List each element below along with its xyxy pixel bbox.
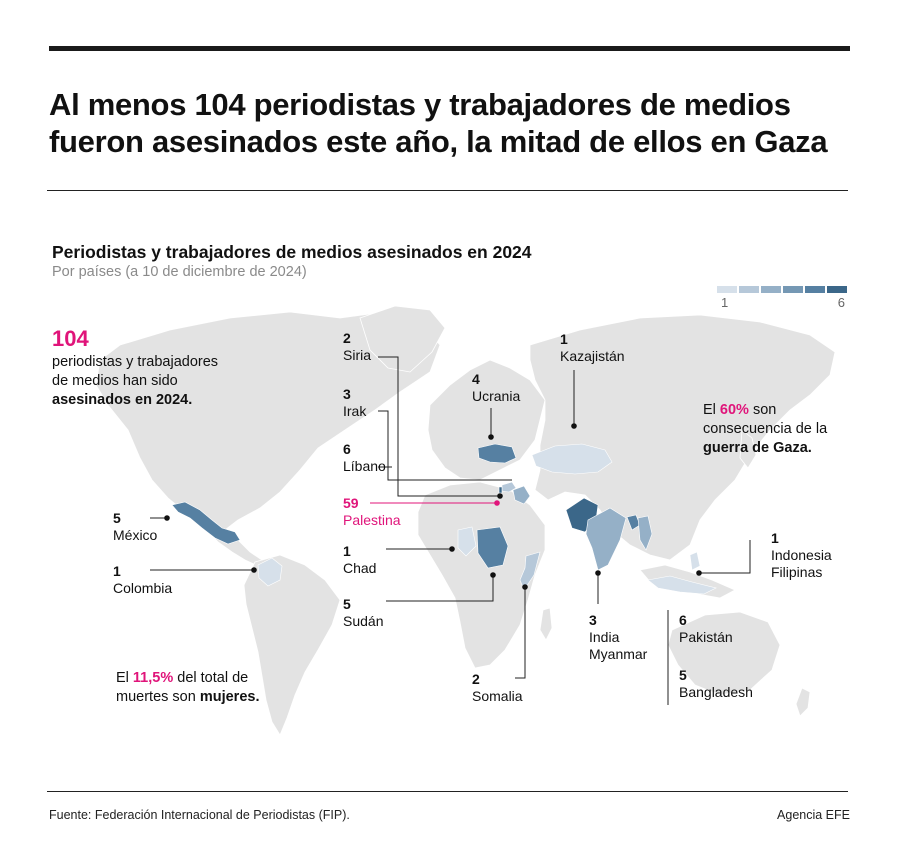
footer-divider <box>47 791 848 792</box>
legend-swatch-3 <box>761 286 781 293</box>
label-ucrania: 4 Ucrania <box>472 371 521 404</box>
gaza-note-line-1: El 60% son <box>703 402 777 418</box>
country-colombia <box>257 557 283 587</box>
headline-divider <box>47 190 848 191</box>
label-bangladesh: 5 Bangladesh <box>679 667 753 700</box>
label-chad: 1 Chad <box>343 543 377 576</box>
legend-swatch-1 <box>717 286 737 293</box>
legend-swatches <box>717 286 847 293</box>
country-ukraine <box>477 443 517 464</box>
top-rule <box>49 46 850 51</box>
total-note-line-2: de medios han sido <box>52 373 178 389</box>
dot-palestina <box>494 500 500 506</box>
headline: Al menos 104 periodistas y trabajadores … <box>49 86 850 160</box>
legend-swatch-5 <box>805 286 825 293</box>
land-greenland <box>359 305 446 373</box>
gaza-note-line-2: consecuencia de la <box>703 421 828 437</box>
agency-credit: Agencia EFE <box>777 808 850 822</box>
dot-sudan <box>490 572 496 578</box>
label-pakistan: 6 Pakistán <box>679 612 733 645</box>
label-indonesia-filipinas: 1 Indonesia Filipinas <box>771 530 832 580</box>
label-palestina: 59 Palestina <box>343 495 401 528</box>
women-note: El 11,5% del total de muertes son mujere… <box>116 669 259 707</box>
land-australia <box>667 611 781 696</box>
gaza-note-line-3: guerra de Gaza. <box>703 440 812 456</box>
legend-swatch-6 <box>827 286 847 293</box>
women-note-line-2: muertes son mujeres. <box>116 689 260 705</box>
country-india <box>585 507 627 571</box>
label-siria: 2 Siria <box>343 330 372 363</box>
label-colombia: 1 Colombia <box>113 563 173 596</box>
legend-max: 6 <box>837 295 845 310</box>
country-sudan <box>476 526 509 569</box>
headline-line-2: fueron asesinados este año, la mitad de … <box>49 124 828 159</box>
label-somalia: 2 Somalia <box>472 671 523 704</box>
country-iraq <box>512 485 531 505</box>
leader-sudan <box>386 576 494 602</box>
land-japan <box>739 429 757 469</box>
dot-ukraine <box>488 434 494 440</box>
label-india-myanmar: 3 India Myanmar <box>589 612 648 662</box>
dot-kazakhstan <box>571 423 577 429</box>
dot-syria <box>497 493 503 499</box>
leader-somalia <box>515 588 526 679</box>
land-europe <box>427 359 546 481</box>
chart-title: Periodistas y trabajadores de medios ase… <box>52 242 532 262</box>
country-lebanon <box>498 486 503 494</box>
country-myanmar <box>637 515 653 551</box>
leader-siria <box>378 356 498 497</box>
dot-indonesia <box>696 570 702 576</box>
label-irak: 3 Irak <box>343 386 367 419</box>
dot-chad <box>449 546 455 552</box>
dot-colombia <box>251 567 257 573</box>
label-mexico: 5 México <box>113 510 158 543</box>
legend-swatch-4 <box>783 286 803 293</box>
country-kazakhstan <box>531 443 613 475</box>
total-note-line-1: periodistas y trabajadores <box>52 354 219 370</box>
land-south-america <box>243 554 341 736</box>
land-new-zealand <box>795 687 811 717</box>
source-note: Fuente: Federación Internacional de Peri… <box>49 808 350 822</box>
land-north-america <box>95 311 441 531</box>
dot-mexico <box>164 515 170 521</box>
land-asia <box>529 314 836 561</box>
label-sudan: 5 Sudán <box>343 596 384 629</box>
land-madagascar <box>539 607 553 641</box>
women-note-line-1: El 11,5% del total de <box>116 670 249 686</box>
dot-somalia <box>522 584 528 590</box>
gaza-note: El 60% son consecuencia de la guerra de … <box>703 401 827 458</box>
leader-irak <box>378 410 512 481</box>
country-somalia <box>519 551 541 591</box>
dot-india <box>595 570 601 576</box>
color-legend: 1 6 <box>717 286 847 316</box>
country-philippines <box>689 551 701 571</box>
leader-indonesia <box>700 540 751 574</box>
total-note-line-3: asesinados en 2024. <box>52 392 193 408</box>
country-chad <box>457 526 477 557</box>
total-number: 104 <box>52 326 89 351</box>
label-kazajistan: 1 Kazajistán <box>560 331 625 364</box>
headline-line-1: Al menos 104 periodistas y trabajadores … <box>49 87 791 122</box>
legend-swatch-2 <box>739 286 759 293</box>
country-indonesia <box>647 575 717 595</box>
country-mexico <box>171 501 241 545</box>
legend-min: 1 <box>721 295 729 310</box>
chart-subtitle: Por países (a 10 de diciembre de 2024) <box>52 264 307 280</box>
total-note: periodistas y trabajadores de medios han… <box>52 353 218 410</box>
label-libano: 6 Líbano <box>343 441 386 474</box>
